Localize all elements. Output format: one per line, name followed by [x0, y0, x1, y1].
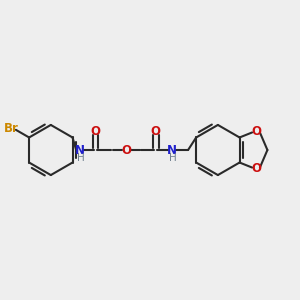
Text: N: N — [74, 143, 85, 157]
Text: N: N — [167, 143, 177, 157]
Text: O: O — [251, 162, 261, 175]
Text: O: O — [251, 125, 261, 138]
Text: O: O — [151, 125, 161, 138]
Text: O: O — [90, 125, 100, 138]
Text: O: O — [121, 143, 131, 157]
Text: H: H — [169, 153, 177, 164]
Text: Br: Br — [3, 122, 18, 135]
Text: H: H — [77, 153, 85, 164]
